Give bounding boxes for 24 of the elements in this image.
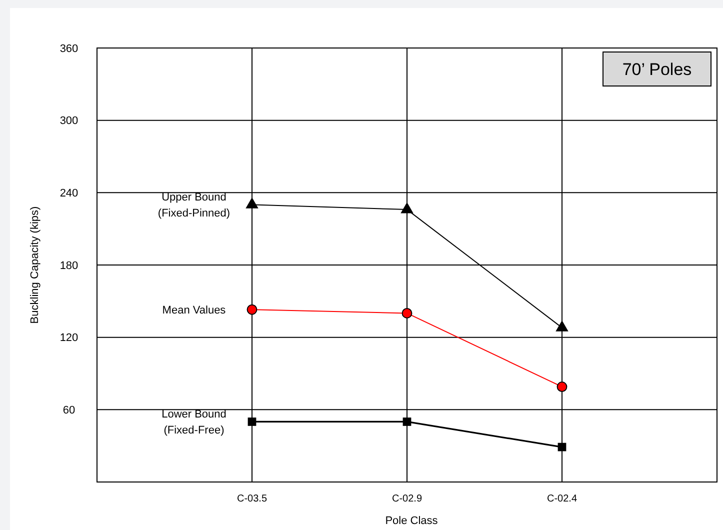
- x-tick-label: C-02.4: [546, 494, 578, 504]
- series-label: Upper Bound (Fixed-Pinned): [158, 192, 230, 220]
- point: [246, 304, 258, 315]
- text: 70’ Poles: [622, 60, 692, 79]
- point: [556, 382, 568, 392]
- series-label: Lower Bound (Fixed-Free): [162, 408, 226, 437]
- y-axis-title: Buckling Capacity (kips): [29, 206, 41, 324]
- y-tick-label: 60: [62, 404, 76, 417]
- y-tick-label: 360: [60, 42, 78, 55]
- y-tick-label: 120: [60, 332, 78, 344]
- x-tick-label: C-03.5: [236, 494, 268, 504]
- point: [248, 418, 256, 426]
- point: [402, 308, 412, 318]
- point: [246, 197, 258, 208]
- series-label: Mean Values: [162, 304, 226, 316]
- x-axis-title: Pole Class: [385, 515, 438, 527]
- point: [400, 202, 414, 214]
- x-tick-label: C-02.9: [392, 494, 422, 504]
- y-tick-label: 180: [60, 260, 78, 272]
- y-tick-label: 240: [60, 188, 78, 200]
- point: [558, 442, 566, 452]
- point: [556, 320, 568, 332]
- point: [402, 418, 412, 426]
- y-tick-label: 300: [60, 115, 78, 128]
